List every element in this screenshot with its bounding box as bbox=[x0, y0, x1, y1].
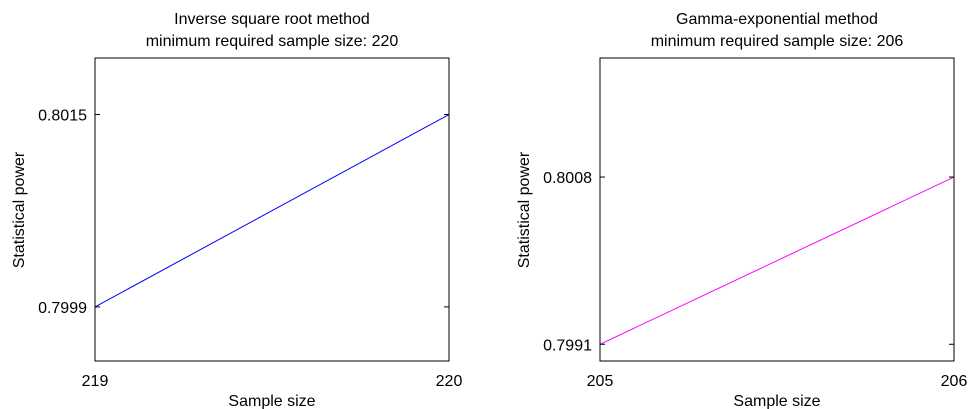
series-layer bbox=[599, 176, 955, 345]
chart-title-line-1: Gamma-exponential method bbox=[676, 11, 878, 28]
x-tick-label: 219 bbox=[82, 373, 109, 390]
series-line-0 bbox=[599, 176, 955, 345]
series-line-0 bbox=[94, 114, 450, 308]
chart-title-line-2: minimum required sample size: 220 bbox=[146, 33, 399, 50]
y-tick-label: 0.7991 bbox=[543, 337, 592, 354]
subplot-gamma-exponential: Gamma-exponential method minimum require… bbox=[516, 11, 967, 409]
y-axis-label: Statistical power bbox=[11, 151, 28, 268]
plot-area-frame bbox=[599, 57, 955, 362]
x-tick-label: 220 bbox=[436, 373, 463, 390]
x-tick-label: 206 bbox=[941, 373, 968, 390]
y-tick-label: 0.8015 bbox=[38, 108, 87, 125]
y-axis-label: Statistical power bbox=[516, 151, 533, 268]
x-tick-label: 205 bbox=[587, 373, 614, 390]
ticks-layer: 205 206 0.7991 0.8008 bbox=[543, 58, 967, 390]
x-axis-label: Sample size bbox=[228, 393, 315, 409]
chart-title-line-2: minimum required sample size: 206 bbox=[651, 33, 904, 50]
chart-title-line-1: Inverse square root method bbox=[174, 11, 370, 28]
series-layer bbox=[94, 114, 450, 308]
subplot-inverse-square-root: Inverse square root method minimum requi… bbox=[11, 11, 462, 409]
y-tick-label: 0.8008 bbox=[543, 170, 592, 187]
plot-area-frame bbox=[94, 57, 450, 362]
y-tick-label: 0.7999 bbox=[38, 300, 87, 317]
ticks-layer: 219 220 0.7999 0.8015 bbox=[38, 58, 462, 390]
x-axis-label: Sample size bbox=[733, 393, 820, 409]
